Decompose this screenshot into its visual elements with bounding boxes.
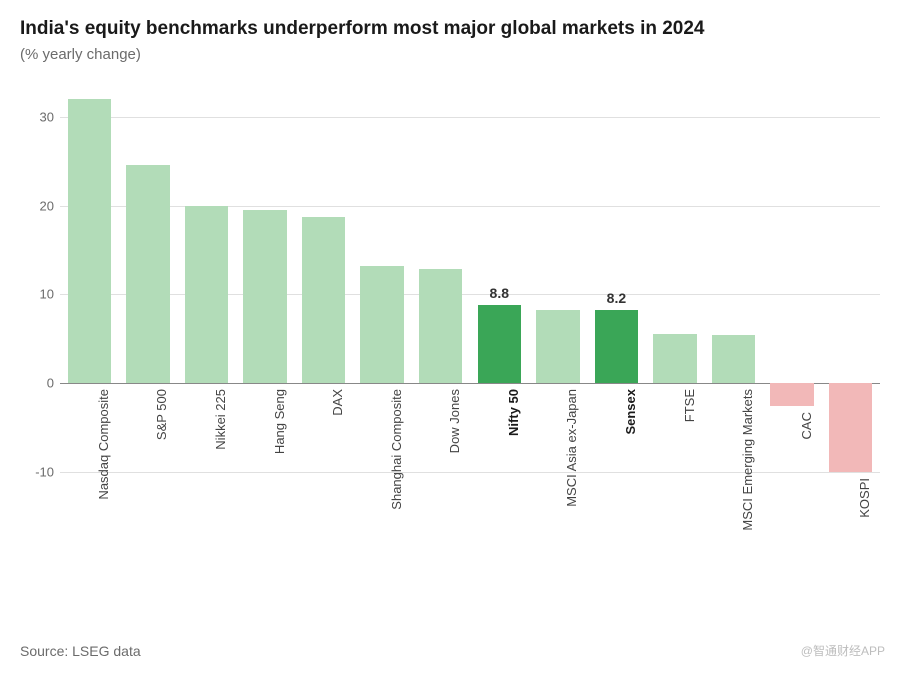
chart-area: -100102030Nasdaq CompositeS&P 500Nikkei … (60, 90, 880, 490)
bar (829, 383, 872, 472)
x-axis-label: CAC (799, 412, 814, 572)
bar (770, 383, 813, 406)
x-axis-label: Nikkei 225 (213, 389, 228, 549)
bar (595, 310, 638, 383)
x-axis-label: KOSPI (857, 478, 872, 638)
y-axis-tick: 20 (24, 198, 54, 213)
bar (712, 335, 755, 383)
x-axis-label: Nasdaq Composite (96, 389, 111, 549)
x-axis-label: MSCI Emerging Markets (740, 389, 755, 549)
bar (653, 334, 696, 383)
chart-title: India's equity benchmarks underperform m… (20, 18, 881, 40)
x-axis-label: Dow Jones (447, 389, 462, 549)
y-axis-tick: -10 (24, 465, 54, 480)
chart-subtitle: (% yearly change) (20, 46, 881, 63)
bar (185, 206, 228, 384)
y-axis-tick: 30 (24, 109, 54, 124)
x-axis-label: FTSE (682, 389, 697, 549)
source-text: Source: LSEG data (20, 643, 141, 659)
gridline (60, 117, 880, 118)
bar-value-label: 8.2 (595, 290, 638, 306)
x-axis-label: S&P 500 (154, 389, 169, 549)
bar (243, 210, 286, 383)
bar (478, 305, 521, 383)
x-axis-label: Sensex (623, 389, 638, 549)
bar (536, 310, 579, 384)
bar (419, 269, 462, 384)
x-axis-label: Shanghai Composite (389, 389, 404, 549)
y-axis-tick: 10 (24, 287, 54, 302)
bar (68, 99, 111, 383)
gridline (60, 294, 880, 295)
watermark-text: @智通财经APP (801, 642, 885, 659)
bar (360, 266, 403, 383)
x-axis-label: Nifty 50 (506, 389, 521, 549)
x-axis-label: DAX (330, 389, 345, 549)
bar-value-label: 8.8 (478, 285, 521, 301)
x-axis-label: MSCI Asia ex-Japan (564, 389, 579, 549)
gridline (60, 472, 880, 473)
bar (302, 217, 345, 383)
gridline (60, 383, 880, 384)
y-axis-tick: 0 (24, 376, 54, 391)
bar (126, 165, 169, 384)
x-axis-label: Hang Seng (272, 389, 287, 549)
gridline (60, 206, 880, 207)
